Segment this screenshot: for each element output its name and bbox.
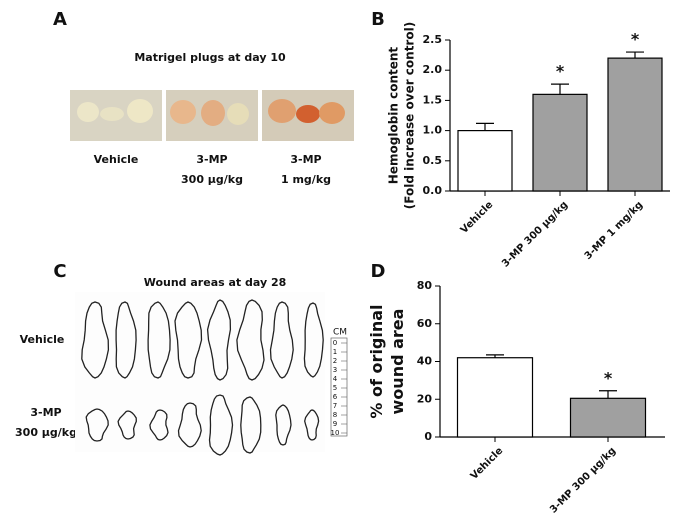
row-label: Vehicle [20,333,65,346]
y-tick-label: 60 [417,317,433,330]
wound [275,404,292,446]
plug-photos [70,90,354,141]
panel-label: B [371,9,385,30]
ruler [330,337,348,437]
ruler-tick-label: 1 [333,348,337,356]
x-tick-label: Vehicle [459,199,496,236]
group-label: 3-MP [196,153,227,166]
group-label: Vehicle [94,153,139,166]
panel-label: D [371,261,386,282]
x-tick-label: 3-MP 300 µg/kg [548,445,618,515]
y-tick-label: 1.5 [423,93,443,106]
y-axis-label: Hemoglobin content [387,47,401,185]
ruler-tick-label: 3 [333,366,337,374]
panel-label: A [53,9,67,30]
ruler-tick-label: 6 [333,393,338,401]
y-tick-label: 40 [417,355,433,368]
y-tick-label: 20 [417,392,433,405]
panel-title: Matrigel plugs at day 10 [134,51,286,64]
panel-label: C [53,261,66,282]
y-tick-label: 2.5 [423,33,443,46]
wound [81,301,110,379]
error-bar [476,122,494,131]
group-label: 3-MP [290,153,321,166]
bar [532,93,588,192]
y-tick-label: 80 [417,279,433,292]
wound-outlines [81,299,324,456]
y-tick-label: 0 [424,430,432,443]
wound [147,301,171,379]
ruler-unit: CM [333,328,347,338]
significance: * [556,62,565,81]
row-label: 300 µg/kg [15,426,77,439]
wound [303,302,324,378]
ruler-tick-label: 4 [333,375,338,383]
ruler-tick-label: 8 [333,411,337,419]
y-axis-label: wound area [388,309,407,415]
ruler-tick-label: 9 [333,420,337,428]
significance: * [604,368,613,387]
ruler-tick-label: 10 [331,429,340,437]
wound [115,301,137,379]
group-label: 300 µg/kg [181,173,243,186]
y-tick-label: 2.0 [423,63,443,76]
ruler-tick-label: 0 [333,339,337,347]
y-axis-label: % of original [367,304,386,418]
error-bar [551,83,569,95]
wound [236,299,265,381]
ruler-tick-label: 5 [333,384,337,392]
group-label: 1 mg/kg [281,173,331,186]
y-tick-label: 0.5 [423,154,443,167]
wound [206,299,232,381]
wound [177,402,202,448]
ruler-tick-label: 2 [333,357,337,365]
wound [240,396,262,454]
error-bar [486,354,504,358]
y-tick-label: 0.0 [423,184,443,197]
wound [85,408,109,442]
x-tick-label: Vehicle [469,445,506,482]
row-label: 3-MP [30,406,61,419]
y-tick-label: 1.0 [423,124,443,137]
wound [208,394,234,456]
panel-title: Wound areas at day 28 [144,276,287,289]
x-tick-label: 3-MP 1 mg/kg [583,199,645,261]
wound [174,301,203,379]
bar [456,357,534,438]
x-tick-label: 3-MP 300 µg/kg [500,199,570,269]
bar [569,397,647,438]
bar [457,130,513,192]
significance: * [631,30,640,49]
wound [149,409,169,441]
wound [269,301,294,379]
y-axis-label: (Fold increase over control) [403,22,417,209]
wound [304,409,320,441]
error-bar [626,51,644,59]
ruler-tick-label: 7 [333,402,337,410]
error-bar [599,390,617,399]
wound [117,410,137,440]
bar [607,57,663,192]
